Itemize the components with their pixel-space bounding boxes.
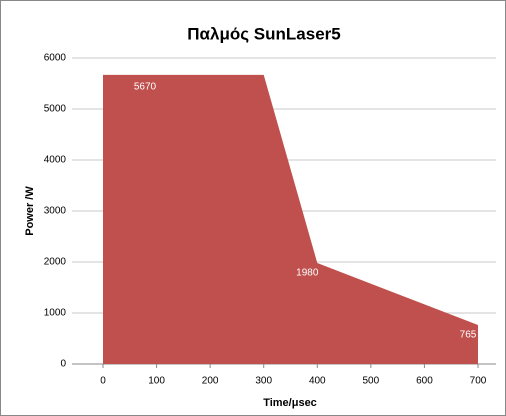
- x-tick-label: 700: [470, 376, 487, 387]
- y-tick-label: 1000: [44, 308, 67, 319]
- x-tick-label: 300: [255, 376, 272, 387]
- y-axis-label: Power /W: [24, 186, 36, 236]
- x-tick-label: 400: [309, 376, 326, 387]
- y-tick-label: 0: [60, 359, 66, 370]
- x-tick-label: 600: [416, 376, 433, 387]
- y-tick-label: 3000: [44, 206, 67, 217]
- x-tick-label: 500: [363, 376, 380, 387]
- x-tick-label: 0: [100, 376, 106, 387]
- chart-title: Παλμός SunLaser5: [187, 24, 340, 43]
- x-tick-label: 200: [202, 376, 219, 387]
- data-label: 5670: [134, 81, 157, 92]
- area: [103, 74, 478, 364]
- y-tick-label: 5000: [44, 104, 67, 115]
- data-label: 1980: [296, 268, 319, 279]
- y-tick-label: 4000: [44, 155, 67, 166]
- x-axis-label: Time/μsec: [263, 397, 317, 409]
- y-tick-label: 6000: [44, 53, 67, 64]
- x-tick-label: 100: [148, 376, 165, 387]
- data-label: 765: [460, 330, 477, 341]
- y-tick-label: 2000: [44, 257, 67, 268]
